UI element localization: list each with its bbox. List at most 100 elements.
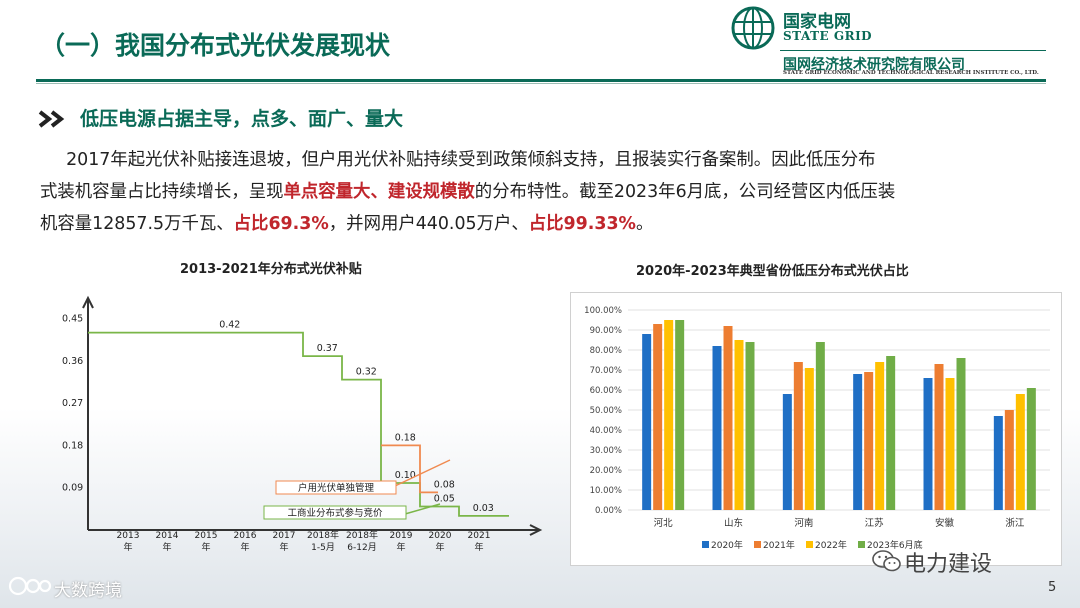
x-tick-label-suffix: 年 [201,541,210,553]
x-tick-label: 2014 [156,531,179,541]
data-label: 0.03 [473,503,494,514]
bar [956,358,966,510]
y-tick-label: 0.09 [62,483,83,494]
bar [745,342,755,510]
data-label: 0.10 [395,470,416,481]
bar [853,374,863,510]
section-subtitle: 低压电源占据主导，点多、面广、量大 [80,108,404,130]
bar [864,372,874,510]
data-label: 0.32 [356,367,377,378]
y-tick-label: 60.00% [590,386,622,396]
bar [1004,410,1014,510]
x-tick-label-suffix: 年 [279,541,288,553]
y-tick-label: 0.18 [62,440,83,451]
footer-brand: 电力建设 [904,552,993,577]
highlight-capacity-share: 占比69.3% [233,214,329,234]
bar [875,362,885,510]
category-label: 安徽 [935,517,955,529]
logo-english: STATE GRID [783,29,873,43]
province-bar-chart: 0.00% 10.00% 20.00% 30.00% 40.00% 50.00% 60.00… [584,306,1050,551]
legend-swatch [702,541,709,548]
y-tick-label: 20.00% [590,466,622,476]
y-axis-arrow [82,295,94,309]
left-chart-title: 2013-2021年分布式光伏补贴 [180,262,362,277]
x-tick-label-suffix: 6-12月 [347,542,376,553]
y-tick-label: 0.27 [62,398,83,409]
legend-label: 2023年6月底 [867,539,923,551]
watermark-logo-icon [8,576,52,596]
bar [642,334,652,510]
paragraph-line-1: 2017年起光伏补贴接连退坡，但户用光伏补贴持续受到政策倾斜支持，且报装实行备案… [66,150,876,170]
bar [793,362,803,510]
title-divider [36,79,1046,82]
x-tick-label: 2021 [468,531,491,541]
callout-box-residential [275,480,397,495]
y-tick-label: 0.36 [62,356,83,367]
wechat-icon [872,550,901,572]
y-tick-label: 0.00% [595,506,622,516]
data-label: 0.18 [395,432,416,443]
callout-line-commercial [404,503,441,515]
watermark-text: 大数跨境 [54,581,122,601]
logo-chinese: 国家电网 [783,12,851,32]
legend-swatch [754,541,761,548]
bar [675,320,685,510]
x-tick-label-suffix: 年 [240,541,249,553]
x-tick-label: 2018年 [307,529,339,541]
state-grid-logo-icon [731,6,775,50]
x-tick-label: 2018年 [346,529,378,541]
legend-label: 2021年 [763,539,795,551]
y-tick-label: 30.00% [590,446,622,456]
paragraph-line-2: 式装机容量占比持续增长，呈现单点容量大、建设规模散的分布特性。截至2023年6月… [40,182,896,202]
body-paragraph: 2017年起光伏补贴接连退坡，但户用光伏补贴持续受到政策倾斜支持，且报装实行备案… [40,144,1050,240]
x-tick-label-suffix: 年 [396,541,405,553]
double-chevron-icon [38,110,65,128]
y-tick-label: 70.00% [590,366,622,376]
bar [1026,388,1036,510]
bar [1015,394,1025,510]
bar [804,368,814,510]
x-axis-arrow [529,524,543,536]
subsidy-line-chart: 0.450.360.270.180.092013年2014年2015年2016年… [62,295,543,553]
series-line [88,331,509,517]
legend-swatch [858,541,865,548]
legend-label: 2022年 [815,539,847,551]
x-tick-label: 2017 [273,531,296,541]
y-tick-label: 50.00% [590,406,622,416]
title-divider-thin [36,83,1046,84]
data-label: 0.37 [317,343,338,354]
bar [886,356,896,510]
org-name-english: STATE GRID ECONOMIC AND TECHNOLOGICAL RE… [783,70,1039,76]
category-label: 河南 [794,517,813,529]
category-label: 浙江 [1005,517,1025,529]
x-tick-label-suffix: 年 [162,541,171,553]
bar [815,342,825,510]
category-label: 山东 [724,517,743,529]
x-tick-label-suffix: 年 [474,541,483,553]
bar [664,320,674,510]
bar [734,340,744,510]
data-label: 0.08 [434,479,455,490]
bar [945,378,955,510]
legend-label: 2020年 [711,539,743,551]
x-tick-label: 2016 [234,531,257,541]
bar [993,416,1003,510]
y-tick-label: 0.45 [62,314,83,325]
y-tick-label: 90.00% [590,326,622,336]
callout-label-residential: 户用光伏单独管理 [298,482,375,494]
bar [712,346,722,510]
callout-label-commercial: 工商业分布式参与竞价 [287,507,383,519]
callout-line-residential [394,459,451,487]
paragraph-line-3: 机容量12857.5万千瓦、占比69.3%，并网用户440.05万户、占比99.… [40,214,654,234]
y-tick-label: 100.00% [584,306,622,316]
org-divider [780,50,1046,51]
x-tick-label-suffix: 年 [435,541,444,553]
bar [934,364,944,510]
y-tick-label: 40.00% [590,426,622,436]
x-tick-label-suffix: 1-5月 [311,542,335,553]
callout-box-commercial [263,505,407,520]
x-tick-label: 2020 [429,531,452,541]
x-tick-label-suffix: 年 [123,541,132,553]
y-tick-label: 80.00% [590,346,622,356]
x-tick-label: 2015 [195,531,218,541]
